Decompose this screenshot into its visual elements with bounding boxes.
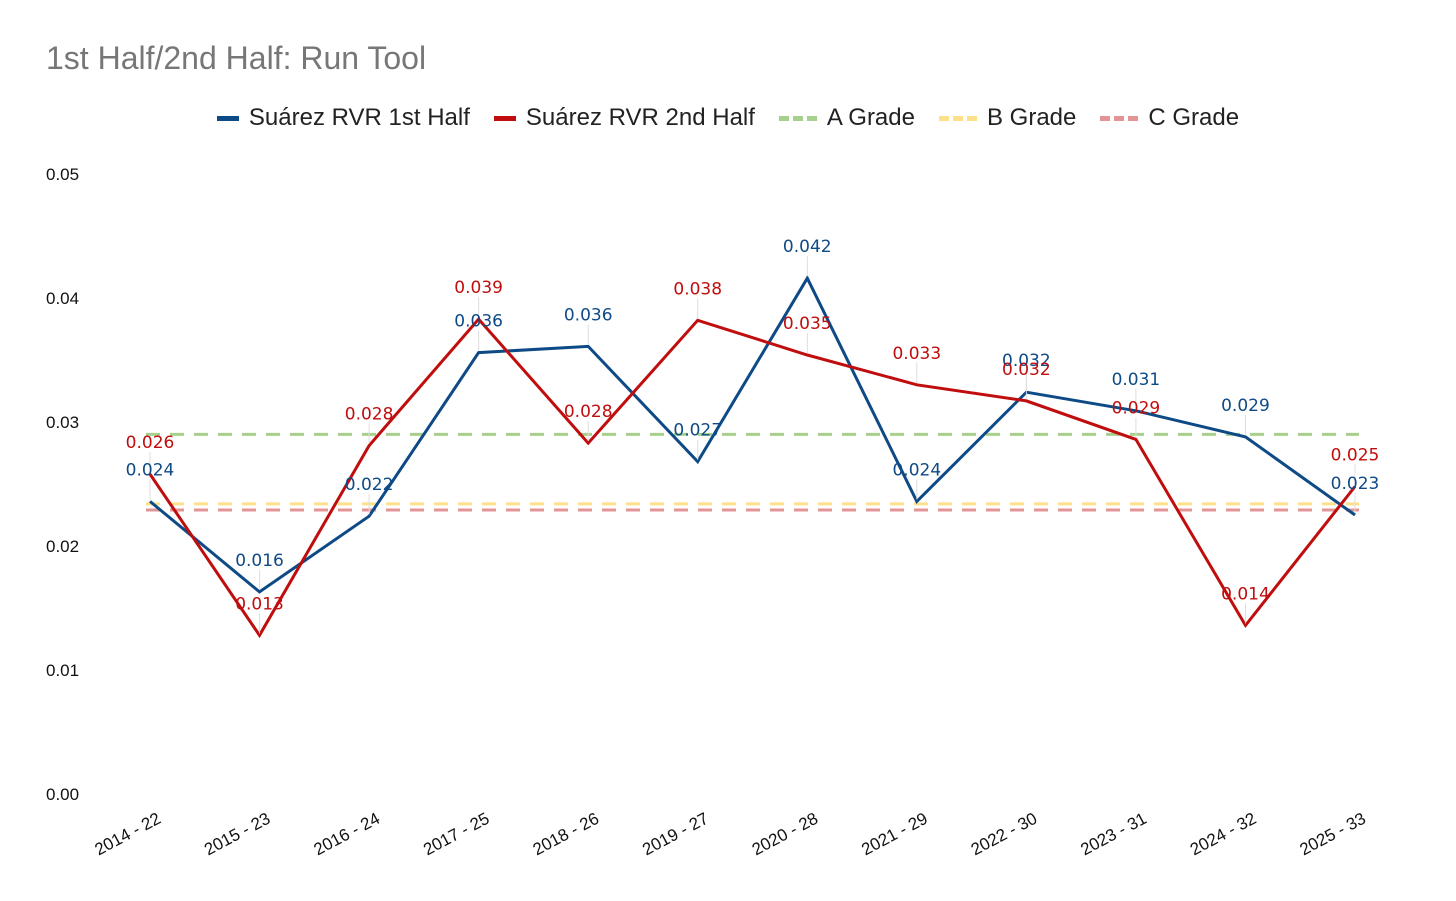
x-tick-label: 2016 - 24 xyxy=(311,809,383,860)
data-label: 0.028 xyxy=(345,405,394,425)
legend-item: Suárez RVR 2nd Half xyxy=(493,104,755,132)
data-label: 0.033 xyxy=(892,344,941,364)
grade-reference-lines xyxy=(146,432,1359,512)
x-tick-label: 2021 - 29 xyxy=(858,809,930,860)
legend-label: Suárez RVR 2nd Half xyxy=(525,104,755,131)
data-label: 0.029 xyxy=(1221,396,1270,416)
y-tick-label: 0.00 xyxy=(46,785,79,804)
data-label: 0.028 xyxy=(564,402,613,422)
data-label: 0.035 xyxy=(783,314,832,334)
data-label: 0.036 xyxy=(454,312,503,332)
legend-item: A Grade xyxy=(778,104,915,132)
data-label: 0.025 xyxy=(1331,445,1380,465)
x-tick-label: 2014 - 22 xyxy=(92,809,164,860)
y-tick-label: 0.03 xyxy=(46,413,79,432)
x-tick-label: 2023 - 31 xyxy=(1077,809,1149,860)
label-leaders xyxy=(149,256,1356,634)
data-label: 0.032 xyxy=(1002,360,1051,380)
y-axis-ticks: 0.00 0.01 0.02 0.03 0.04 0.05 xyxy=(46,165,79,804)
series-line xyxy=(149,275,1356,594)
data-label: 0.029 xyxy=(1112,398,1161,418)
data-label: 0.042 xyxy=(783,237,832,257)
x-tick-label: 2025 - 33 xyxy=(1297,809,1369,860)
y-tick-label: 0.01 xyxy=(46,661,79,680)
legend-swatch xyxy=(493,115,516,121)
x-tick-label: 2024 - 32 xyxy=(1187,809,1259,860)
data-label: 0.036 xyxy=(564,305,613,325)
x-tick-label: 2018 - 26 xyxy=(530,809,602,860)
legend: Suárez RVR 1st Half Suárez RVR 2nd Half A … xyxy=(0,104,1456,132)
data-label: 0.038 xyxy=(673,279,722,299)
data-label: 0.032 xyxy=(1002,351,1051,371)
x-axis-ticks: 2014 - 22 2015 - 23 2016 - 24 2017 - 25 2018… xyxy=(92,809,1369,860)
legend-label: A Grade xyxy=(826,104,915,131)
y-tick-label: 0.04 xyxy=(46,289,79,308)
data-label: 0.023 xyxy=(1331,474,1380,494)
data-label: 0.026 xyxy=(126,433,175,453)
data-label: 0.014 xyxy=(1221,584,1270,604)
data-label: 0.022 xyxy=(345,475,394,495)
data-label: 0.016 xyxy=(235,551,284,571)
data-label: 0.024 xyxy=(892,460,941,480)
y-tick-label: 0.05 xyxy=(46,165,79,184)
legend-swatch xyxy=(938,115,977,121)
legend-swatch xyxy=(1100,115,1139,121)
x-tick-label: 2019 - 27 xyxy=(639,809,711,860)
legend-label: Suárez RVR 1st Half xyxy=(248,104,470,131)
data-label: 0.031 xyxy=(1112,370,1161,390)
legend-swatch xyxy=(778,115,817,121)
data-label: 0.024 xyxy=(126,460,175,480)
legend-label: C Grade xyxy=(1148,104,1240,131)
legend-item: B Grade xyxy=(938,104,1077,132)
data-labels: 0.024 0.016 0.022 0.036 0.036 0.027 0.042 0.024… xyxy=(126,237,1380,614)
legend-item: C Grade xyxy=(1100,104,1239,132)
legend-label: B Grade xyxy=(986,104,1077,131)
legend-item: Suárez RVR 1st Half xyxy=(216,104,470,132)
x-tick-label: 2020 - 28 xyxy=(749,809,821,860)
data-label: 0.027 xyxy=(673,421,722,441)
chart-title: 1st Half/2nd Half: Run Tool xyxy=(46,40,427,76)
data-label: 0.039 xyxy=(454,278,503,298)
series-line xyxy=(148,316,1357,639)
x-tick-label: 2015 - 23 xyxy=(201,809,273,860)
series-lines xyxy=(148,275,1357,639)
legend-swatch xyxy=(216,115,239,121)
data-label: 0.013 xyxy=(235,594,284,614)
x-tick-label: 2022 - 30 xyxy=(968,809,1040,860)
y-tick-label: 0.02 xyxy=(46,537,79,556)
x-tick-label: 2017 - 25 xyxy=(420,809,492,860)
